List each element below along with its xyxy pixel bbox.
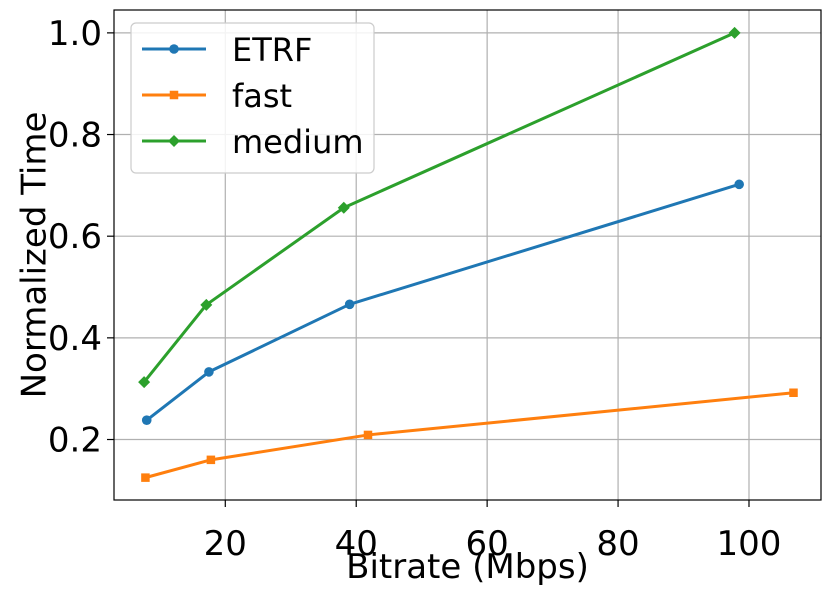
y-tick-label: 0.6 xyxy=(48,217,102,257)
data-point-etrf xyxy=(204,367,214,377)
axis-ticks: 20 40 60 80 100 0.2 0.4 0.6 0.8 1.0 xyxy=(48,14,782,564)
y-axis-label: Normalized Time xyxy=(15,112,55,399)
legend-entry-fast: fast xyxy=(142,77,292,115)
legend-entry-medium: medium xyxy=(142,123,364,161)
series-line-medium xyxy=(142,31,736,384)
data-point-fast xyxy=(206,455,216,465)
series-medium xyxy=(138,26,741,389)
legend-label-fast: fast xyxy=(232,77,292,115)
x-axis-label: Bitrate (Mbps) xyxy=(346,547,589,587)
legend-box xyxy=(130,22,375,174)
data-point-etrf xyxy=(344,299,355,310)
legend-marker-fast xyxy=(169,90,179,100)
x-tick-label: 60 xyxy=(466,524,509,564)
data-point-fast xyxy=(363,430,373,440)
legend-marker-medium xyxy=(168,135,180,147)
legend-marker-etrf xyxy=(169,44,179,54)
x-tick-label: 80 xyxy=(596,524,639,564)
data-point-fast xyxy=(141,473,150,482)
data-point-medium xyxy=(337,201,350,214)
legend-entry-etrf: ETRF xyxy=(142,31,312,69)
legend-label-etrf: ETRF xyxy=(232,31,312,69)
data-point-etrf xyxy=(734,179,744,190)
legend-label-medium: medium xyxy=(232,123,364,161)
series-line-etrf xyxy=(145,182,740,422)
y-tick-label: 0.2 xyxy=(48,421,102,461)
data-point-medium xyxy=(138,376,151,389)
series-layer xyxy=(138,26,798,482)
data-point-medium xyxy=(200,298,213,311)
y-tick-label: 0.8 xyxy=(48,116,102,156)
data-point-medium xyxy=(728,26,741,39)
series-line-fast xyxy=(145,391,794,480)
x-tick-label: 40 xyxy=(335,524,378,564)
series-etrf xyxy=(141,179,744,425)
x-tick-label: 100 xyxy=(717,524,782,564)
data-point-fast xyxy=(789,388,798,397)
plot-frame xyxy=(113,9,822,501)
legend: ETRF fast medium xyxy=(130,22,375,174)
x-tick-label: 20 xyxy=(204,524,247,564)
y-tick-label: 0.4 xyxy=(48,319,102,359)
y-tick-label: 1.0 xyxy=(48,14,102,54)
series-fast xyxy=(141,388,798,482)
data-point-etrf xyxy=(141,415,152,425)
